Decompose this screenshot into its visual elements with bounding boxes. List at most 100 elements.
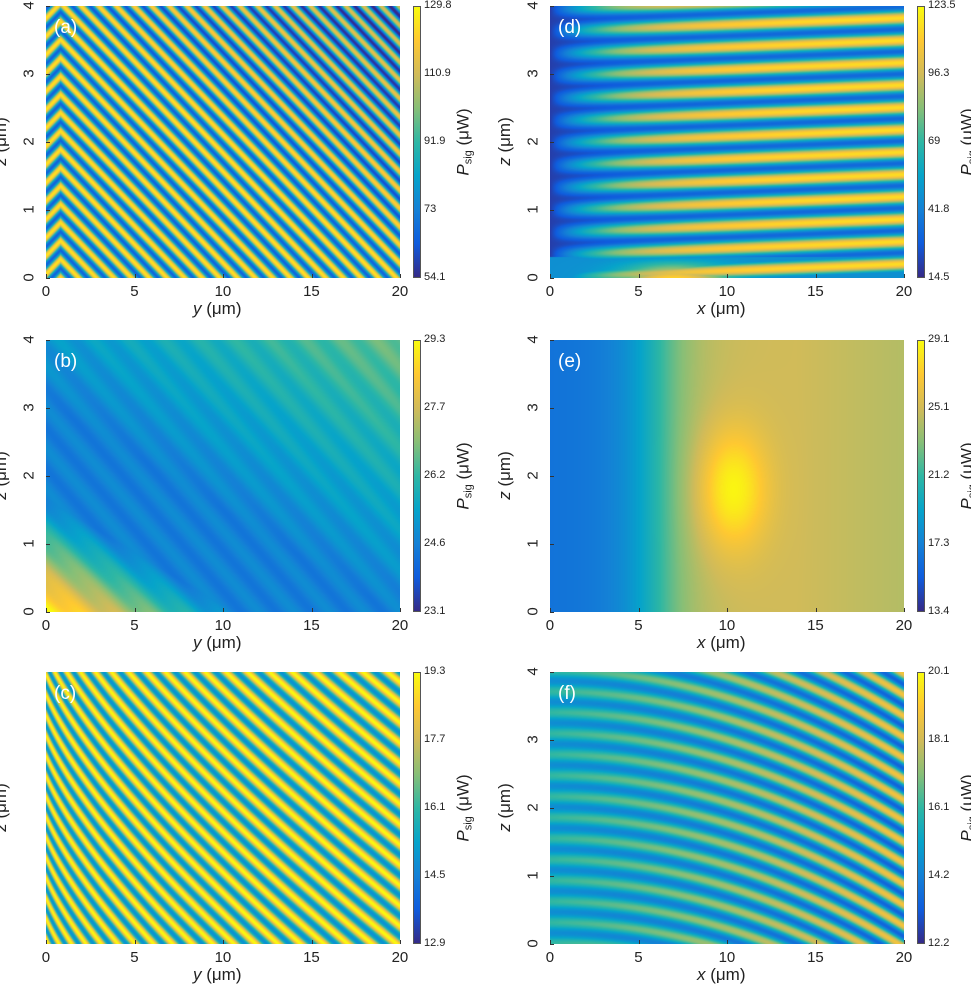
y-axis-label: z (μm) [494,117,514,166]
y-axis-label: z (μm) [0,117,10,166]
heatmap-b [46,340,400,612]
x-tick-mark [400,608,401,612]
colorbar [917,672,925,944]
y-tick-mark [46,74,50,75]
colorbar-tick-label: 12.9 [424,937,446,949]
colorbar-tick-label: 12.2 [928,937,950,949]
y-tick-mark [550,544,554,545]
colorbar-tick-label: 13.4 [928,605,950,617]
y-axis-label: z (μm) [0,783,10,832]
colorbar-tick-label: 14.2 [928,869,950,881]
x-axis-label: y (μm) [193,633,242,652]
x-tick-label: 0 [545,617,555,634]
colorbar-tick-label: 129.8 [424,0,452,11]
x-tick-mark [638,274,640,278]
x-tick-label: 10 [214,949,232,966]
colorbar-tick-label: 20.1 [928,665,950,677]
colorbar-tick-label: 14.5 [928,271,950,283]
y-axis-label: z (μm) [494,451,514,500]
x-tick-mark [134,940,136,944]
y-tick-label: 3 [20,69,38,78]
x-tick-label: 20 [391,949,409,966]
x-tick-mark [223,608,224,612]
x-tick-label: 20 [895,949,913,966]
y-tick-mark [550,6,554,7]
y-tick-mark [550,476,554,477]
x-tick-label: 0 [41,949,51,966]
y-tick-label: 0 [20,273,38,282]
y-tick-mark [46,142,50,143]
colorbar-label: Psig (μW) [957,108,971,175]
colorbar-tick-label: 21.2 [928,469,950,481]
x-tick-mark [46,274,47,278]
x-axis-label: x (μm) [697,633,746,652]
heatmap-e [550,340,904,612]
y-tick-mark [550,876,554,877]
x-tick-mark [727,940,728,944]
x-tick-label: 5 [634,283,643,300]
x-tick-label: 20 [895,617,913,634]
y-tick-mark [46,278,50,279]
colorbar-tick-label: 110.9 [424,67,451,79]
colorbar-tick-label: 73 [424,203,437,215]
colorbar-tick-label: 14.5 [424,869,446,881]
y-tick-label: 3 [20,403,38,412]
x-axis-label: y (μm) [193,965,242,984]
y-tick-mark [46,210,50,211]
x-tick-label: 15 [807,617,824,634]
x-tick-label: 10 [214,283,232,300]
y-tick-mark [550,612,554,613]
x-tick-mark [134,608,136,612]
y-tick-label: 4 [20,335,38,344]
y-tick-label: 3 [524,735,542,744]
colorbar-tick-label: 16.1 [424,801,446,813]
colorbar-tick-label: 123.5 [928,0,956,11]
colorbar-tick-label: 91.9 [424,135,446,147]
y-tick-mark [550,740,554,741]
y-tick-label: 4 [524,667,542,676]
x-axis-label: x (μm) [697,299,746,318]
colorbar-tick-label: 96.3 [928,67,950,79]
heatmap-a [46,6,400,278]
x-tick-label: 0 [41,283,51,300]
x-tick-label: 15 [807,283,824,300]
panel-label: (f) [558,683,576,704]
panel-label: (d) [558,17,582,38]
y-tick-label: 4 [524,335,542,344]
panel-label: (e) [558,351,582,372]
x-tick-label: 20 [391,283,409,300]
colorbar-tick-label: 17.3 [928,537,950,549]
x-tick-mark [815,940,817,944]
x-tick-mark [904,608,905,612]
y-tick-mark [46,612,50,613]
x-tick-mark [223,274,224,278]
x-tick-label: 0 [545,949,555,966]
panel-label: (b) [54,351,78,372]
x-tick-mark [46,608,47,612]
colorbar-tick-label: 24.6 [424,537,446,549]
panel-label: (c) [54,683,77,704]
heatmap-c [46,672,400,944]
y-tick-label: 0 [524,939,542,948]
x-tick-label: 15 [303,617,320,634]
y-tick-mark [46,340,50,341]
y-tick-label: 1 [524,539,542,548]
x-tick-mark [727,274,728,278]
x-tick-mark [400,274,401,278]
colorbar-label: Psig (μW) [453,774,475,842]
colorbar [413,672,421,944]
colorbar [917,6,925,278]
heatmap-f [550,672,904,944]
y-tick-label: 3 [524,69,542,78]
x-tick-label: 0 [41,617,51,634]
y-tick-mark [46,6,50,7]
x-tick-label: 10 [718,283,736,300]
y-tick-label: 1 [524,871,542,880]
x-tick-label: 20 [895,283,913,300]
x-tick-mark [815,274,817,278]
y-tick-mark [550,210,554,211]
x-tick-mark [400,940,401,944]
colorbar-tick-label: 54.1 [424,271,446,283]
x-tick-label: 15 [807,949,824,966]
